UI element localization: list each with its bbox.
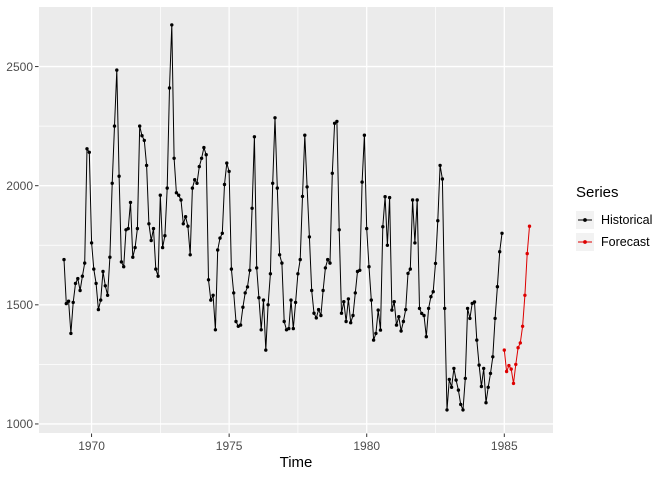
historical-points (62, 23, 504, 412)
historical-line (63, 24, 503, 411)
plot-panel (39, 7, 553, 433)
x-tick-label: 1985 (490, 439, 518, 453)
x-tick-label: 1970 (78, 439, 105, 453)
forecast-key-glyph (578, 240, 592, 244)
y-tick-label: 2000 (6, 178, 33, 193)
legend-key-forecast (576, 233, 594, 251)
major-gridlines (39, 7, 553, 433)
forecast-points (502, 224, 532, 386)
y-tick-label: 2500 (6, 59, 33, 74)
x-tick-label: 1980 (353, 439, 381, 453)
y-tick-label: 1000 (6, 416, 33, 431)
y-tick-label: 1500 (6, 297, 33, 312)
historical-key-glyph (578, 218, 592, 222)
legend-item-forecast: Forecast (576, 233, 652, 251)
legend: Series Historical Forecast (576, 185, 652, 255)
x-tick-label: 1975 (215, 439, 243, 453)
legend-title: Series (576, 184, 619, 201)
legend-item-historical: Historical (576, 211, 652, 229)
legend-label-forecast: Forecast (601, 235, 650, 249)
x-axis-title: Time (279, 454, 313, 471)
legend-key-historical (576, 211, 594, 229)
legend-label-historical: Historical (601, 213, 653, 227)
axis-ticks (35, 66, 505, 437)
minor-gridlines (39, 7, 553, 433)
